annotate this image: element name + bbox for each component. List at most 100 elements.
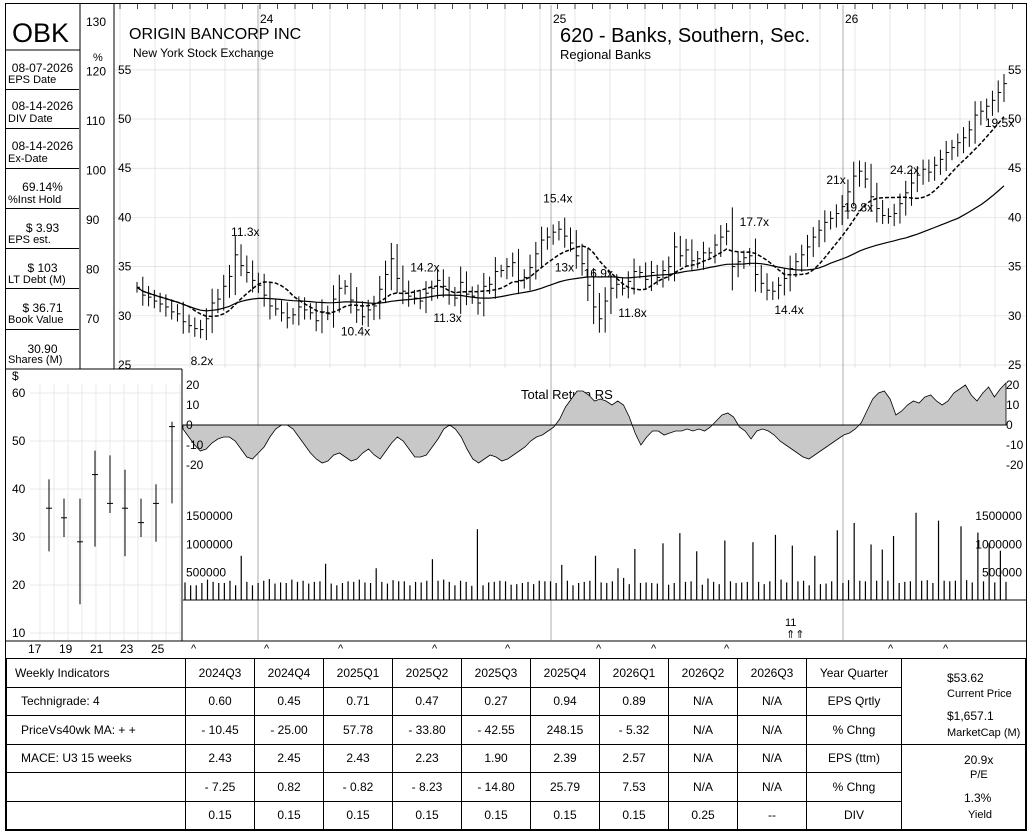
table-row: MACE: U3 15 weeks 2.43 2.45 2.43 2.23 1.… — [6, 743, 1026, 830]
event-caret: ^ — [888, 643, 894, 655]
rs-axis-right: -20 -10 0 10 20 — [1006, 378, 1024, 472]
inset-tick-label: 50 — [12, 434, 26, 448]
pe-value: 20.9x — [964, 752, 994, 767]
rs-area — [182, 382, 1007, 464]
cell: - 10.45 — [185, 715, 255, 745]
price-tick-label: 50 — [1008, 112, 1022, 126]
cell: 0.15 — [530, 800, 600, 830]
event-caret: ^ — [505, 643, 511, 655]
header-col: 2025Q1 — [323, 658, 393, 688]
event-caret: ^ — [596, 643, 602, 655]
rs-tick-label: 20 — [1006, 378, 1020, 392]
volume-tick-label: 1000000 — [186, 537, 233, 551]
rs-tick-label: -20 — [1006, 458, 1024, 472]
year-label: 25 — [553, 12, 567, 26]
cell: - 25.00 — [254, 715, 324, 745]
header-col: 2025Q2 — [392, 658, 462, 688]
cell: 0.45 — [254, 686, 324, 716]
inst-hold-box: 69.14% %Inst Hold — [6, 168, 79, 209]
volume-tick-label: 1000000 — [975, 537, 1022, 551]
eps-est-value: $ 3.93 — [25, 221, 60, 235]
cell: 248.15 — [530, 715, 600, 745]
cell: 2.43 — [323, 743, 393, 773]
cell: 0.15 — [323, 800, 393, 830]
price-tick-label: 30 — [118, 309, 132, 323]
volume-axis-left: 500000 1000000 1500000 — [186, 509, 233, 580]
price-tick-label: 40 — [118, 210, 132, 224]
cell: 0.47 — [392, 686, 462, 716]
pe-label: 14.4x — [774, 303, 803, 317]
price-tick-label: 45 — [1008, 161, 1022, 175]
inset-x-label: 17 — [28, 642, 42, 656]
pct-axis-label: % — [93, 52, 103, 64]
pe-label: 21x — [826, 173, 845, 187]
main-chart-svg: 24 25 26 OBK % ORIGIN BANCORP INC New York… — [6, 3, 1027, 656]
lt-debt-value: $ 103 — [27, 261, 58, 275]
pe-annotations: 8.2x 11.3x 10.4x 14.2x 11.3x 15.4x 13x 16.9x 11.… — [191, 116, 1015, 368]
cell: N/A — [668, 686, 738, 716]
ex-date-box: 08-14-2026 Ex-Date — [6, 128, 79, 169]
cell: -- — [737, 800, 807, 830]
cell: 0.15 — [599, 800, 669, 830]
cell: 2.23 — [392, 743, 462, 773]
lt-debt-box: $ 103 LT Debt (M) — [6, 248, 79, 289]
cell: 2.45 — [254, 743, 324, 773]
rs-tick-label: -10 — [186, 438, 204, 452]
rs-tick-label: -20 — [186, 458, 204, 472]
year-label: 24 — [260, 12, 274, 26]
pct-tick-label: 130 — [86, 15, 106, 29]
pe-label: 13x — [555, 261, 574, 275]
inst-hold-value: 69.14% — [22, 180, 63, 194]
pe-label: 16.9x — [584, 266, 613, 280]
cell: 0.82 — [254, 772, 324, 802]
row-label — [6, 800, 186, 830]
price-tick-label: 55 — [118, 63, 132, 77]
header-col: 2025Q3 — [461, 658, 531, 688]
price-grid — [115, 5, 1026, 368]
pct-tick-label: 80 — [86, 263, 100, 277]
x-axis-labels: 24 25 26 — [119, 3, 1013, 640]
row-label: PriceVs40wk MA: + + — [6, 715, 186, 745]
pe-label: 19.5x — [985, 116, 1014, 130]
cell: 2.57 — [599, 743, 669, 773]
cell: 0.89 — [599, 686, 669, 716]
cell: 0.15 — [461, 800, 531, 830]
cell: 0.71 — [323, 686, 393, 716]
current-price-label: Current Price — [947, 688, 1012, 700]
indicators-table: Weekly Indicators 2024Q3 2024Q4 2025Q1 2… — [6, 658, 1026, 830]
eps-est-label: EPS est. — [8, 234, 51, 246]
cell: 1.90 — [461, 743, 531, 773]
inset-tick-label: 60 — [12, 386, 26, 400]
eps-date-box: 08-07-2026 EPS Date — [6, 57, 79, 90]
inset-currency-label: $ — [12, 369, 19, 383]
ma10-line — [136, 116, 1005, 318]
pe-label: 19.8x — [844, 201, 873, 215]
marker-count: 11 — [785, 617, 796, 629]
event-caret: ^ — [943, 643, 949, 655]
pe-label: 15.4x — [543, 192, 572, 206]
header-col: 2026Q3 — [737, 658, 807, 688]
cell: N/A — [668, 743, 738, 773]
cell: 2.43 — [185, 743, 255, 773]
cell: - 7.25 — [185, 772, 255, 802]
exchange-name: New York Stock Exchange — [133, 46, 274, 60]
ticker-symbol: OBK — [12, 18, 69, 48]
cell: 25.79 — [530, 772, 600, 802]
pct-tick-label: 100 — [86, 164, 106, 178]
volume-tick-label: 1500000 — [975, 509, 1022, 523]
market-cap-label: MarketCap (M) — [947, 727, 1021, 739]
pe-label: 17.7x — [740, 215, 769, 229]
pct-tick-label: 70 — [86, 312, 100, 326]
pct-axis: 70 80 90 100 110 120 130 — [86, 15, 106, 326]
event-markers: ^ ^ ^ ^ ^ ^ ^ ^ ^ ^ — [191, 643, 949, 655]
shares-value: 30.90 — [27, 342, 58, 356]
inset-x-label: 19 — [59, 642, 73, 656]
event-caret: ^ — [338, 643, 344, 655]
valuation-summary-cell: 20.9x P/E 1.3% Yield — [901, 743, 1026, 830]
cell: N/A — [737, 715, 807, 745]
rs-tick-label: 20 — [186, 378, 200, 392]
pe-label: 10.4x — [341, 325, 370, 339]
rs-tick-label: -10 — [1006, 438, 1024, 452]
price-tick-label: 50 — [118, 112, 132, 126]
book-value-value: $ 36.71 — [22, 301, 63, 315]
